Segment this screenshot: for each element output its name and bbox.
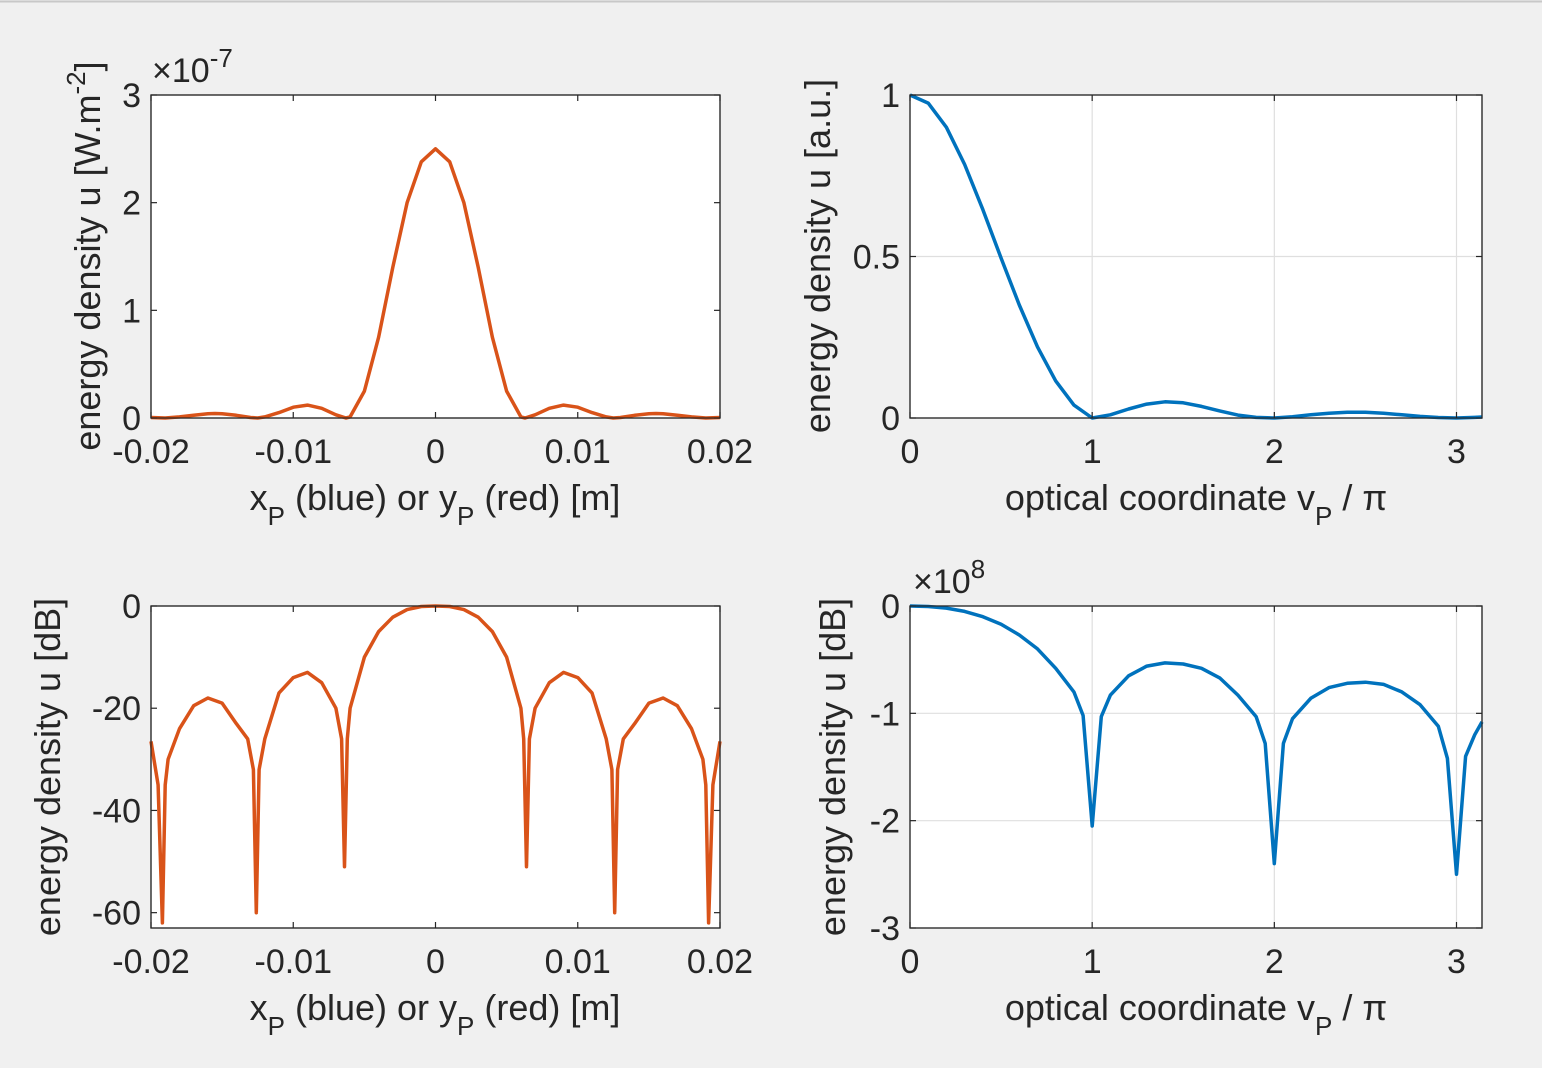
x-axis-label-subscript: P [1315, 1011, 1332, 1041]
y-tick-label: -2 [870, 803, 900, 841]
exponent-power: -7 [210, 43, 233, 73]
x-axis-label-part: / π [1332, 987, 1387, 1028]
x-axis-label-subscript: P [457, 1011, 474, 1041]
x-axis-label-part: x [250, 477, 268, 518]
y-axis-label-part: ] [67, 61, 108, 71]
x-tick-label: 0 [426, 433, 445, 471]
axis-exponent-label: ×108 [913, 554, 985, 601]
x-tick-label: 2 [1265, 943, 1284, 981]
axis-exponent-label: ×10-7 [152, 43, 233, 90]
y-tick-label: 2 [122, 185, 141, 223]
x-tick-label: -0.02 [112, 943, 190, 981]
x-tick-label: 0.02 [687, 943, 753, 981]
y-tick-label: 0 [881, 400, 900, 438]
y-tick-label: 0 [881, 588, 900, 626]
x-tick-label: 0 [426, 943, 445, 981]
x-axis-label-part: x [250, 987, 268, 1028]
x-tick-label: 0.01 [545, 943, 611, 981]
x-tick-label: 0 [901, 943, 920, 981]
y-tick-label: 1 [122, 292, 141, 330]
x-tick-label: 3 [1447, 433, 1466, 471]
y-tick-label: -3 [870, 910, 900, 948]
x-axis-label: xP (blue) or yP (red) [m] [250, 477, 621, 531]
axes-background [150, 94, 721, 419]
series-line [909, 93, 1483, 420]
y-tick-label: 0 [122, 588, 141, 626]
y-axis-label: energy density u [dB] [812, 598, 853, 936]
exponent-base: ×10 [913, 563, 971, 601]
exponent-base: ×10 [152, 52, 210, 90]
x-tick-label: -0.01 [255, 943, 333, 981]
axes-box [909, 605, 1483, 929]
x-tick-label: 0.02 [687, 433, 753, 471]
exponent-power: 8 [971, 554, 985, 584]
axes-background [150, 605, 721, 929]
y-tick-label: 1 [881, 77, 900, 115]
subplot-d: 0 1 2 3 0 -1 -2 -3 ×108 optical coordinate vP / π… [812, 554, 1484, 1041]
x-tick-label: 1 [1083, 433, 1102, 471]
series-line [150, 147, 721, 420]
y-tick-label: -60 [92, 895, 141, 933]
axes-background [909, 605, 1483, 929]
x-tick-label: -0.01 [255, 433, 333, 471]
y-axis-label-part: energy density u [dB] [27, 598, 68, 936]
y-tick-label: -20 [92, 690, 141, 728]
y-axis-label-subscript: -2 [61, 71, 91, 94]
subplot-b: 0 1 2 3 0 0.5 1 optical coordinate vP / π energy… [797, 77, 1483, 531]
x-axis-label-part: / π [1332, 477, 1387, 518]
x-axis-label: optical coordinate vP / π [1005, 987, 1387, 1041]
x-axis-label-part: (red) [m] [474, 987, 620, 1028]
x-axis-label-subscript: P [268, 1011, 285, 1041]
x-axis-label: xP (blue) or yP (red) [m] [250, 987, 621, 1041]
y-tick-label: -40 [92, 792, 141, 830]
x-axis-label-subscript: P [268, 501, 285, 531]
x-tick-label: -0.02 [112, 433, 190, 471]
x-tick-label: 2 [1265, 433, 1284, 471]
x-axis-label-part: optical coordinate v [1005, 987, 1315, 1028]
x-axis-label-part: optical coordinate v [1005, 477, 1315, 518]
x-axis-label-subscript: P [1315, 501, 1332, 531]
y-axis-label: energy density u [W.m-2] [61, 61, 108, 450]
x-axis-label-part: (red) [m] [474, 477, 620, 518]
y-axis-label-part: energy density u [dB] [812, 598, 853, 936]
x-tick-label: 1 [1083, 943, 1102, 981]
y-axis-label: energy density u [a.u.] [797, 79, 838, 433]
y-axis-label-part: energy density u [W.m [67, 94, 108, 450]
y-tick-label: -1 [870, 695, 900, 733]
x-tick-label: 0.01 [545, 433, 611, 471]
series-line [909, 604, 1484, 877]
y-tick-label: 0.5 [853, 239, 900, 277]
x-tick-label: 3 [1447, 943, 1466, 981]
y-axis-label-part: energy density u [a.u.] [797, 79, 838, 433]
x-axis-label: optical coordinate vP / π [1005, 477, 1387, 531]
x-axis-label-part: (blue) or y [285, 987, 457, 1028]
y-axis-label: energy density u [dB] [27, 598, 68, 936]
y-tick-label: 3 [122, 77, 141, 115]
x-axis-label-subscript: P [457, 501, 474, 531]
x-axis-label-part: (blue) or y [285, 477, 457, 518]
x-tick-label: 0 [901, 433, 920, 471]
y-tick-label: 0 [122, 400, 141, 438]
